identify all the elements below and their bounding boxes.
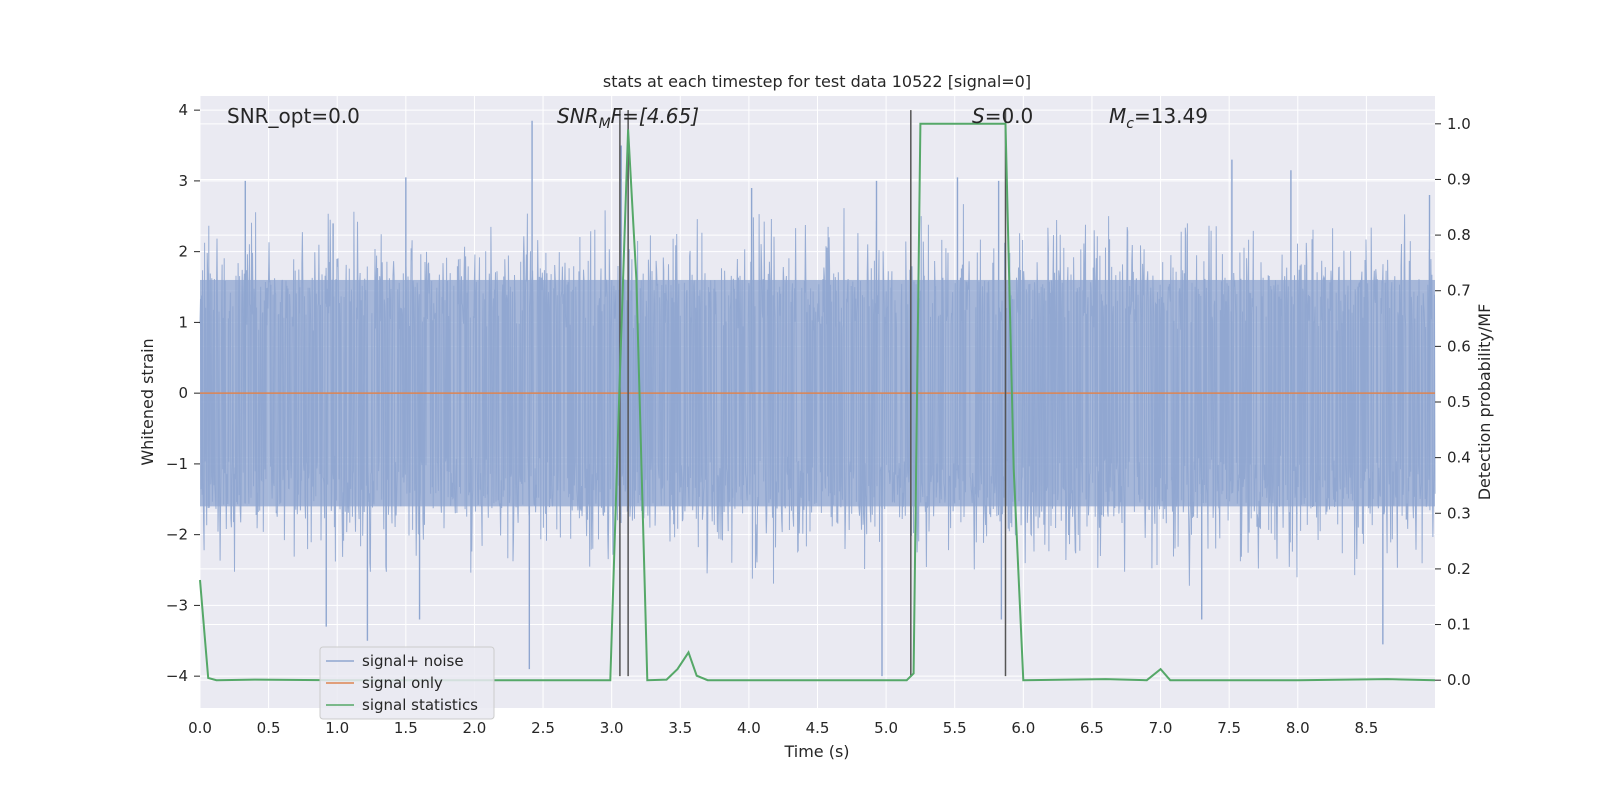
y2-tick-3: 0.7 <box>1447 282 1471 300</box>
y-tick-8: −4 <box>166 667 188 685</box>
x-tick-labels: 0.0 0.5 1.0 1.5 2.0 2.5 3.0 3.5 4.0 4.5 5.0 5.5 6.0 6… <box>188 719 1378 737</box>
annotation-snr-mf-sub: M <box>599 116 611 132</box>
legend: signal+ noise signal only signal statist… <box>319 646 495 720</box>
x-tick-4: 2.0 <box>463 719 487 737</box>
legend-label-signal-statistics: signal statistics <box>362 696 478 714</box>
y-tick-3: 1 <box>178 313 188 331</box>
y2-tick-2: 0.8 <box>1447 226 1471 244</box>
y2-tick-0: 1.0 <box>1447 115 1471 133</box>
chart-title: stats at each timestep for test data 105… <box>603 72 1031 91</box>
annotation-snr-mf: SNRMF=[4.65] <box>557 104 699 132</box>
y2-tick-8: 0.2 <box>1447 560 1471 578</box>
annotation-mc: Mc=13.49 <box>1109 104 1208 132</box>
y-tick-1: 3 <box>178 172 188 190</box>
y-tick-0: 4 <box>178 101 188 119</box>
x-tick-3: 1.5 <box>394 719 418 737</box>
x-tick-9: 4.5 <box>806 719 830 737</box>
annotation-snr-opt: SNR_opt=0.0 <box>227 104 360 128</box>
x-tick-1: 0.5 <box>257 719 281 737</box>
annotation-s-tail: =0.0 <box>985 104 1034 128</box>
x-tick-15: 7.5 <box>1217 719 1241 737</box>
y2-tick-1: 0.9 <box>1447 170 1471 188</box>
y-tick-labels: 4 3 2 1 0 −1 −2 −3 −4 <box>166 101 200 685</box>
annotation-mc-sub: c <box>1126 116 1134 132</box>
y2-tick-7: 0.3 <box>1447 504 1471 522</box>
y2-tick-9: 0.1 <box>1447 616 1471 634</box>
y-axis-label: Whitened strain <box>138 338 157 465</box>
y2-tick-4: 0.6 <box>1447 337 1471 355</box>
y-tick-7: −3 <box>166 596 188 614</box>
x-tick-2: 1.0 <box>325 719 349 737</box>
annotation-mc-tail: =13.49 <box>1134 104 1208 128</box>
annotation-mc-main: M <box>1109 104 1126 128</box>
x-axis-label: Time (s) <box>783 742 849 761</box>
legend-box <box>319 646 495 720</box>
y2-tick-10: 0.0 <box>1447 671 1471 689</box>
x-tick-8: 4.0 <box>737 719 761 737</box>
x-tick-17: 8.5 <box>1354 719 1378 737</box>
y-tick-4: 0 <box>178 384 188 402</box>
y2-axis-label: Detection probability/MF <box>1475 304 1494 501</box>
x-tick-16: 8.0 <box>1286 719 1310 737</box>
annotation-snr-mf-main: SNR <box>557 104 599 128</box>
x-tick-11: 5.5 <box>943 719 967 737</box>
x-tick-12: 6.0 <box>1011 719 1035 737</box>
y-tick-2: 2 <box>178 243 188 261</box>
annotation-snr-mf-tail: F=[4.65] <box>611 104 699 128</box>
legend-label-signal-noise: signal+ noise <box>362 652 464 670</box>
y2-tick-labels: 1.0 0.9 0.8 0.7 0.6 0.5 0.4 0.3 0.2 0.1 0.0 <box>1435 115 1471 689</box>
x-tick-0: 0.0 <box>188 719 212 737</box>
y-tick-5: −1 <box>166 455 188 473</box>
x-tick-10: 5.0 <box>874 719 898 737</box>
x-tick-7: 3.5 <box>668 719 692 737</box>
x-tick-14: 7.0 <box>1149 719 1173 737</box>
x-tick-6: 3.0 <box>600 719 624 737</box>
y-tick-6: −2 <box>166 526 188 544</box>
x-tick-13: 6.5 <box>1080 719 1104 737</box>
y2-tick-6: 0.4 <box>1447 449 1471 467</box>
y2-tick-5: 0.5 <box>1447 393 1471 411</box>
x-tick-5: 2.5 <box>531 719 555 737</box>
annotation-s-main: S <box>972 104 985 128</box>
annotation-s: S=0.0 <box>972 104 1033 128</box>
legend-label-signal-only: signal only <box>362 674 443 692</box>
